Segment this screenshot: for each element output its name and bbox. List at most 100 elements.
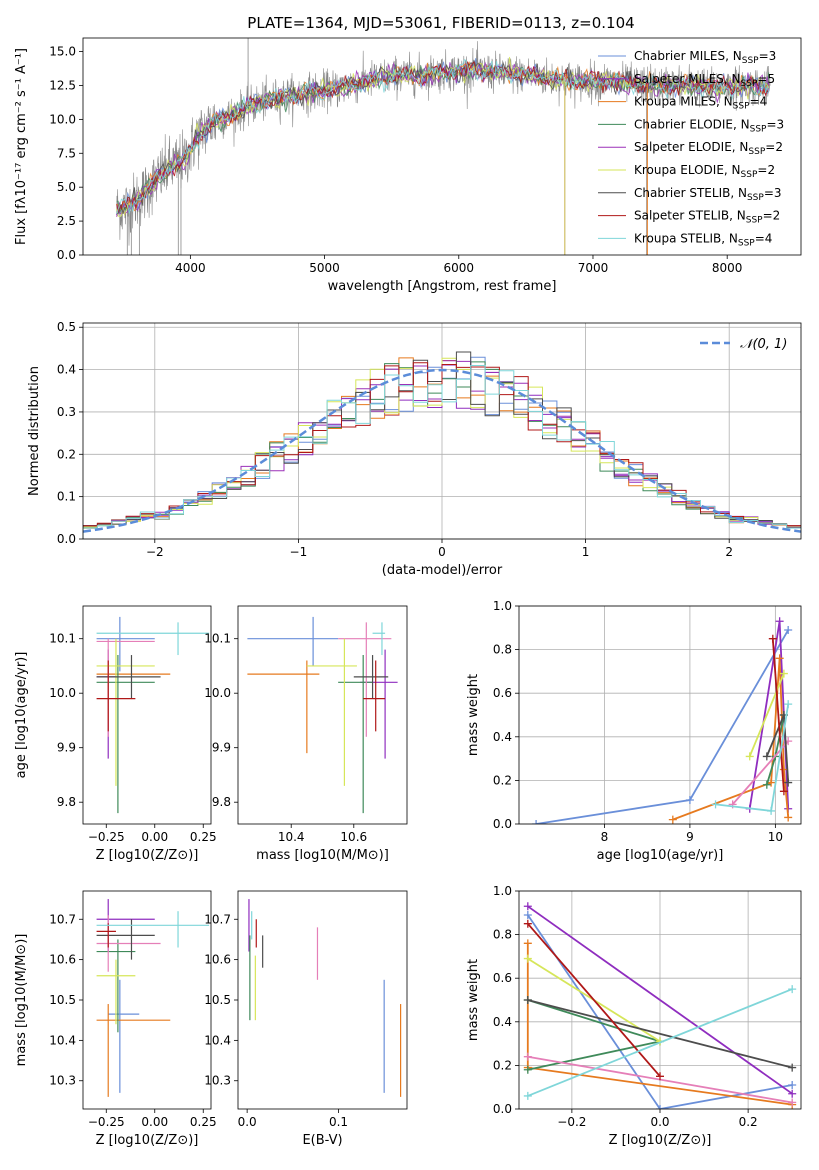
series-marker [788,1063,797,1072]
series-line [527,988,793,1097]
x-axis-label: Z [log10(Z/Z⊙)] [609,1133,712,1148]
y-tick-label: 9.9 [212,741,231,755]
legend-entry: Salpeter MILES, NSSP=5 [634,72,775,89]
series-marker [762,780,771,789]
y-axis-label: age [log10(age/yr)] [14,652,29,779]
model-line [116,59,770,214]
axes-frame [237,605,408,825]
y-tick-label: 1.0 [493,884,512,898]
y-tick-label: 0.2 [493,1058,512,1072]
x-tick-label: 0 [438,545,446,559]
x-axis-label: Z [log10(Z/Z⊙)] [96,1133,199,1148]
y-tick-label: 10.4 [204,1033,231,1047]
axes-frame [518,890,802,1110]
plot-area [96,899,210,1097]
y-tick-label: 0.4 [493,730,512,744]
y-tick-label: 10.0 [49,686,76,700]
plot-area [523,902,797,1109]
y-tick-label: 5.0 [57,180,76,194]
series-marker [523,1091,532,1100]
x-tick-label: 0.1 [329,1115,348,1129]
panel-spectrum: 4000 5000 6000 7000 8000 0.0 2.5 5.0 7.5 10.0 12.5… [14,37,802,294]
y-tick-label: 10.7 [49,912,76,926]
x-tick-label: 0.00 [141,830,168,844]
panel-age_vs_Z: −0.25 0.00 0.25 9.8 9.9 10.0 10.1 Z [log10(Z/Z⊙… [14,605,217,863]
series-marker [767,778,776,787]
legend-entry: Salpeter ELODIE, NSSP=2 [634,140,783,157]
y-tick-label: 0.2 [57,447,76,461]
x-tick-label: 4000 [175,261,206,275]
y-tick-label: 0.6 [493,686,512,700]
model-line [116,61,769,212]
panel-massweight_vs_Z: −0.2 0.0 0.2 0.0 0.2 0.4 0.6 0.8 1.0 Z [log10(Z/Z… [466,884,802,1148]
panel-massweight_vs_age: 8 9 10 0.0 0.2 0.4 0.6 0.8 1.0 age [log10(age/yr)… [466,599,802,863]
series-line [771,638,785,792]
x-tick-label: 1 [582,545,590,559]
panel-age_vs_mass: 10.4 10.6 9.8 9.9 10.0 10.1 mass [log10(M/M⊙)] [204,605,408,863]
normal-curve [83,368,801,533]
axes-frame [82,890,212,1110]
plot-area [96,616,210,814]
series-marker [523,939,532,948]
series-line [731,740,789,805]
y-tick-label: 10.6 [49,953,76,967]
series-marker [523,1052,532,1061]
x-axis-label: Z [log10(Z/Z⊙)] [96,848,199,863]
y-tick-label: 10.0 [204,686,231,700]
series-marker [767,806,776,815]
y-axis-label: Flux [fλ10⁻¹⁷ erg cm⁻² s⁻¹ A⁻¹] [14,48,29,245]
series-marker [745,752,754,761]
y-tick-label: 15.0 [49,45,76,59]
y-tick-label: 0.8 [493,643,512,657]
y-tick-label: 10.3 [49,1074,76,1088]
y-tick-label: 10.4 [49,1033,76,1047]
legend-entry: Chabrier MILES, NSSP=3 [634,49,776,66]
legend-entry: 𝒩(0, 1) [740,337,787,352]
x-tick-label: 0.0 [238,1115,257,1129]
panels-layer: 4000 5000 6000 7000 80000.02.55.07.510.012.5… [14,37,802,1148]
plot-area [532,617,793,824]
legend-entry: Salpeter STELIB, NSSP=2 [634,209,780,226]
y-tick-label: 0.0 [57,248,76,262]
series-marker [762,752,771,761]
figure-title: PLATE=1364, MJD=53061, FIBERID=0113, z=0… [247,14,634,32]
plot-area [248,899,402,1097]
y-tick-label: 9.8 [57,795,76,809]
y-tick-label: 0.1 [57,490,76,504]
axes-frame [237,890,408,1110]
series-line [535,629,789,824]
series-marker [784,625,793,634]
x-tick-label: −0.25 [88,1115,125,1129]
series-marker [523,910,532,919]
plot-area [247,616,398,814]
x-axis-label: wavelength [Angstrom, rest frame] [328,279,557,294]
series-marker [523,996,532,1004]
series-marker [779,669,788,678]
series-line [527,923,661,1077]
y-tick-label: 2.5 [57,214,76,228]
x-tick-label: −1 [290,545,308,559]
series-marker [532,820,541,824]
y-tick-label: 0.2 [493,773,512,787]
y-tick-label: 9.9 [57,741,76,755]
series-marker [523,902,532,911]
series-marker [784,813,793,822]
legend-entry: Kroupa ELODIE, NSSP=2 [634,163,775,180]
x-tick-label: 0.25 [190,1115,217,1129]
x-tick-label: 2 [725,545,733,559]
y-tick-label: 0.5 [57,320,76,334]
y-tick-label: 10.1 [204,632,231,646]
x-tick-label: −0.2 [557,1115,586,1129]
plot-area [116,38,771,255]
x-tick-label: 0.0 [650,1115,669,1129]
series-marker [784,700,793,709]
y-tick-label: 10.1 [49,632,76,646]
legend-entry: Kroupa STELIB, NSSP=4 [634,231,772,248]
x-axis-label: (data-model)/error [382,563,503,578]
series-marker [668,815,677,824]
y-tick-label: 0.0 [493,817,512,831]
series-marker [685,796,694,805]
y-tick-label: 0.4 [57,363,76,377]
x-tick-label: 0.00 [141,1115,168,1129]
x-tick-label: 7000 [578,261,609,275]
